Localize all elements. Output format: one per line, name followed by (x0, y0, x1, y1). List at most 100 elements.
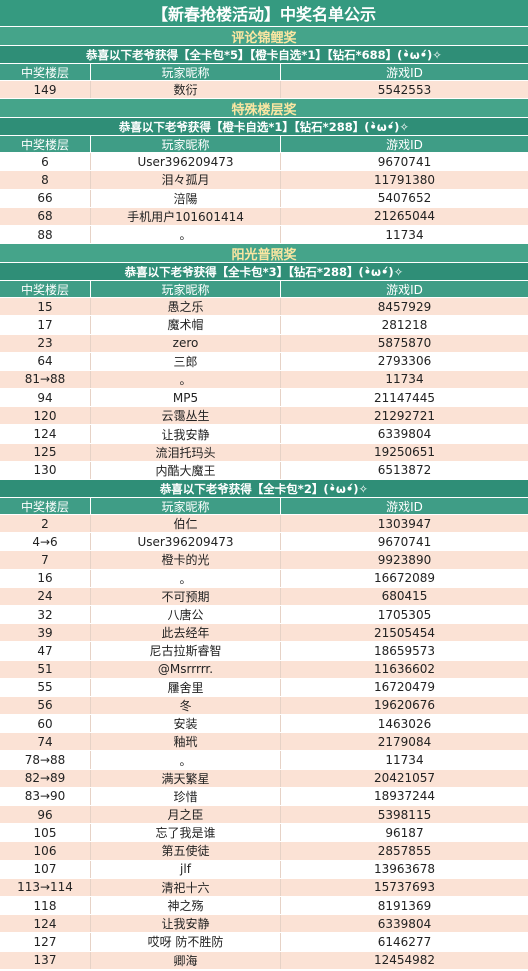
group-subtitle: 恭喜以下老爷获得【橙卡自选*1】【钻石*288】(•̀ω•́)✧ (0, 118, 528, 137)
cell: 78→88 (24, 753, 66, 768)
cell: 47 (37, 643, 53, 658)
data-row: 94 MP5 21147445 (0, 389, 528, 408)
cell: 12454982 (280, 951, 528, 969)
cell: 9670741 (280, 153, 528, 171)
cell: 泪々孤月 (90, 171, 280, 189)
data-row: 7 橙卡的光 9923890 (0, 551, 528, 570)
data-row: 106 第五使徒 2857855 (0, 842, 528, 861)
data-row: 124 让我安静 6339804 (0, 425, 528, 444)
column-header: 中奖楼层 (20, 137, 69, 152)
cell: 魔术帽 (90, 316, 280, 334)
cell: 5398115 (280, 806, 528, 824)
cell: 1303947 (280, 515, 528, 533)
cell: 8 (41, 172, 49, 187)
data-row: 2 伯仁 1303947 (0, 515, 528, 534)
cell: 130 (33, 463, 57, 478)
column-header: 游戏ID (280, 136, 528, 153)
cell: 81→88 (24, 372, 66, 387)
data-row: 15 愚之乐 8457929 (0, 298, 528, 317)
cell: 6339804 (280, 915, 528, 933)
section-title: 特殊楼层奖 (0, 99, 528, 119)
data-row: 32 八唐公 1705305 (0, 605, 528, 625)
cell: 13963678 (280, 860, 528, 878)
cell: 满天繁星 (90, 769, 280, 787)
cell: 82→89 (24, 771, 66, 786)
cell: User396209473 (90, 153, 280, 171)
cell: 16720479 (280, 678, 528, 696)
cell: 149 (33, 82, 57, 97)
data-row: 88 。 11734 (0, 225, 528, 245)
cell: 94 (37, 390, 53, 405)
data-row: 82→89 满天繁星 20421057 (0, 769, 528, 788)
column-header-row: 中奖楼层 玩家昵称 游戏ID (0, 64, 528, 81)
cell: 2793306 (280, 352, 528, 370)
cell: 1463026 (280, 715, 528, 733)
column-header: 玩家昵称 (90, 281, 280, 298)
cell: 96187 (280, 824, 528, 842)
cell: 11636602 (280, 660, 528, 678)
cell: 卿海 (90, 951, 280, 969)
cell: 云霭丛生 (90, 407, 280, 425)
cell: 1705305 (280, 605, 528, 624)
cell: 9923890 (280, 551, 528, 569)
data-row: 83→90 珍惜 18937244 (0, 787, 528, 806)
cell: 哎呀 防不胜防 (90, 933, 280, 951)
cell: 。 (90, 569, 280, 587)
data-row: 4→6 User396209473 9670741 (0, 533, 528, 552)
cell: 680415 (280, 587, 528, 605)
data-row: 68 手机用户101601414 21265044 (0, 207, 528, 226)
cell: 281218 (280, 316, 528, 334)
cell: 忘了我是谁 (90, 824, 280, 842)
cell: 68 (37, 209, 53, 224)
cell: 2179084 (280, 733, 528, 751)
cell: 9670741 (280, 533, 528, 551)
cell: 105 (33, 825, 57, 840)
cell: 16672089 (280, 569, 528, 587)
cell: 手机用户101601414 (90, 207, 280, 225)
group-subtitle: 恭喜以下老爷获得【全卡包*2】(•̀ω•́)✧ (0, 480, 528, 498)
cell: 64 (37, 354, 53, 369)
data-row: 120 云霭丛生 21292721 (0, 407, 528, 426)
data-row: 17 魔术帽 281218 (0, 316, 528, 335)
cell: 釉玳 (90, 733, 280, 751)
column-header: 中奖楼层 (20, 65, 69, 80)
cell: 66 (37, 191, 53, 206)
cell: 11734 (280, 370, 528, 389)
cell: 尼古拉斯睿智 (90, 642, 280, 660)
cell: 数衍 (90, 81, 280, 99)
cell: 8457929 (280, 298, 528, 316)
column-header: 游戏ID (280, 498, 528, 514)
data-row: 118 神之殇 8191369 (0, 896, 528, 916)
cell: 60 (37, 716, 53, 731)
data-row: 137 卿海 12454982 (0, 951, 528, 970)
cell: zero (90, 334, 280, 352)
cell: @Msrrrrr. (90, 660, 280, 678)
cell: 月之臣 (90, 806, 280, 824)
cell: 21147445 (280, 389, 528, 407)
column-header: 游戏ID (280, 64, 528, 80)
cell: 。 (90, 225, 280, 244)
cell: 珍惜 (90, 787, 280, 805)
column-header: 玩家昵称 (90, 64, 280, 80)
cell: 2 (41, 516, 49, 531)
cell: 不可预期 (90, 587, 280, 605)
cell: 56 (37, 698, 53, 713)
cell: 21265044 (280, 207, 528, 225)
cell: 第五使徒 (90, 842, 280, 860)
cell: 内酷大魔王 (90, 461, 280, 479)
data-row: 8 泪々孤月 11791380 (0, 171, 528, 190)
data-row: 56 冬 19620676 (0, 696, 528, 716)
data-row: 55 屨舍里 16720479 (0, 678, 528, 697)
data-row: 51 @Msrrrrr. 11636602 (0, 660, 528, 679)
cell: 。 (90, 370, 280, 389)
cell: 88 (37, 227, 53, 242)
data-row: 107 jlf 13963678 (0, 860, 528, 879)
data-row: 16 。 16672089 (0, 569, 528, 588)
cell: 涪陽 (90, 189, 280, 207)
cell: 三郎 (90, 352, 280, 370)
section-title: 评论锦鲤奖 (0, 27, 528, 46)
cell: 124 (33, 427, 57, 442)
cell: 8191369 (280, 896, 528, 915)
group-subtitle: 恭喜以下老爷获得【全卡包*5】【橙卡自选*1】【钻石*688】(•̀ω•́)✧ (0, 46, 528, 64)
data-row: 24 不可预期 680415 (0, 587, 528, 606)
